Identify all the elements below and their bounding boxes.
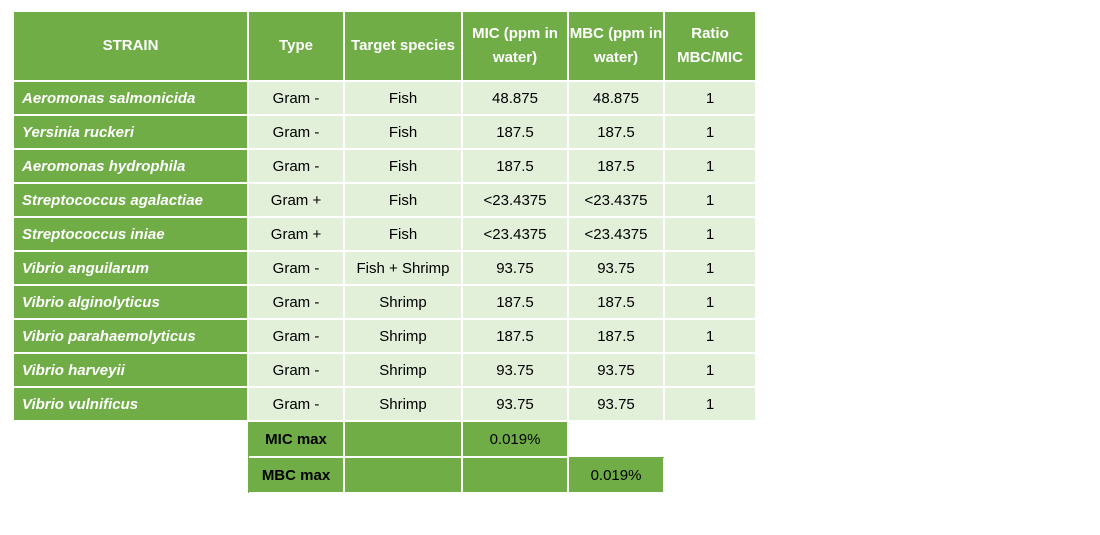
table-row: Vibrio anguilarum Gram - Fish + Shrimp 93.7… (12, 250, 757, 286)
blank-cell (664, 421, 756, 457)
mbc-cell: 187.5 (567, 318, 665, 354)
type-cell: Gram + (247, 216, 345, 252)
mic-cell: 187.5 (461, 148, 569, 184)
strain-cell: Streptococcus iniae (12, 216, 249, 252)
target-species-cell: Shrimp (343, 352, 463, 388)
ratio-cell: 1 (663, 318, 757, 354)
header-ratio: Ratio MBC/MIC (663, 10, 757, 82)
blank-cell (13, 457, 248, 493)
target-species-cell: Fish (343, 216, 463, 252)
mic-cell: 93.75 (461, 386, 569, 422)
mbc-max-value: 0.019% (567, 456, 665, 494)
target-species-cell: Shrimp (343, 386, 463, 422)
table-row: Vibrio parahaemolyticus Gram - Shrimp 187.5… (12, 318, 757, 354)
type-cell: Gram - (247, 386, 345, 422)
blank-cell (568, 421, 664, 457)
strain-cell: Vibrio harveyii (12, 352, 249, 388)
ratio-cell: 1 (663, 148, 757, 184)
mbc-cell: <23.4375 (567, 216, 665, 252)
mbc-cell: 187.5 (567, 114, 665, 150)
header-row: STRAIN Type Target species MIC (ppm in w… (12, 10, 757, 82)
mbc-max-label: MBC max (247, 456, 345, 494)
strain-cell: Yersinia ruckeri (12, 114, 249, 150)
mic-cell: <23.4375 (461, 182, 569, 218)
mbc-cell: 187.5 (567, 148, 665, 184)
mbc-cell: 93.75 (567, 250, 665, 286)
ratio-cell: 1 (663, 80, 757, 116)
mbc-cell: 93.75 (567, 386, 665, 422)
strain-cell: Aeromonas salmonicida (12, 80, 249, 116)
type-cell: Gram - (247, 114, 345, 150)
mbc-cell: 93.75 (567, 352, 665, 388)
table-row: Vibrio harveyii Gram - Shrimp 93.75 93.75 1 (12, 352, 757, 388)
target-species-cell: Fish (343, 80, 463, 116)
type-cell: Gram - (247, 250, 345, 286)
mbc-cell: 48.875 (567, 80, 665, 116)
header-mic: MIC (ppm in water) (461, 10, 569, 82)
table-row: Streptococcus agalactiae Gram + Fish <23.43… (12, 182, 757, 218)
blank-cell (664, 457, 756, 493)
ratio-cell: 1 (663, 216, 757, 252)
strain-cell: Vibrio alginolyticus (12, 284, 249, 320)
strain-cell: Streptococcus agalactiae (12, 182, 249, 218)
table-body: Aeromonas salmonicida Gram - Fish 48.875 48.… (12, 80, 757, 422)
mic-cell: 187.5 (461, 318, 569, 354)
mic-max-value: 0.019% (461, 420, 569, 458)
target-species-cell: Fish (343, 148, 463, 184)
mbc-cell: <23.4375 (567, 182, 665, 218)
target-species-cell: Fish + Shrimp (343, 250, 463, 286)
target-species-cell: Fish (343, 182, 463, 218)
type-cell: Gram + (247, 182, 345, 218)
mic-cell: 93.75 (461, 250, 569, 286)
blank-cell (13, 421, 248, 457)
ratio-cell: 1 (663, 182, 757, 218)
type-cell: Gram - (247, 318, 345, 354)
ratio-cell: 1 (663, 284, 757, 320)
blank-green-cell (343, 420, 463, 458)
strain-cell: Vibrio anguilarum (12, 250, 249, 286)
mic-max-label: MIC max (247, 420, 345, 458)
type-cell: Gram - (247, 148, 345, 184)
strain-cell: Vibrio vulnificus (12, 386, 249, 422)
target-species-cell: Fish (343, 114, 463, 150)
header-target-species: Target species (343, 10, 463, 82)
table-row: Yersinia ruckeri Gram - Fish 187.5 187.5 1 (12, 114, 757, 150)
ratio-cell: 1 (663, 114, 757, 150)
mic-cell: 93.75 (461, 352, 569, 388)
mic-cell: 187.5 (461, 114, 569, 150)
mic-cell: 187.5 (461, 284, 569, 320)
mbc-cell: 187.5 (567, 284, 665, 320)
mic-cell: <23.4375 (461, 216, 569, 252)
type-cell: Gram - (247, 352, 345, 388)
blank-green-cell (343, 456, 463, 494)
mbc-max-row: MBC max 0.019% (13, 456, 756, 494)
table-row: Vibrio vulnificus Gram - Shrimp 93.75 93.75 1 (12, 386, 757, 422)
ratio-cell: 1 (663, 386, 757, 422)
mic-max-row: MIC max 0.019% (13, 420, 756, 458)
header-type: Type (247, 10, 345, 82)
strain-cell: Aeromonas hydrophila (12, 148, 249, 184)
type-cell: Gram - (247, 284, 345, 320)
ratio-cell: 1 (663, 250, 757, 286)
mic-mbc-table: STRAIN Type Target species MIC (ppm in w… (12, 10, 757, 494)
type-cell: Gram - (247, 80, 345, 116)
blank-green-cell (461, 456, 569, 494)
mic-cell: 48.875 (461, 80, 569, 116)
header-strain: STRAIN (12, 10, 249, 82)
table-row: Aeromonas hydrophila Gram - Fish 187.5 187.5… (12, 148, 757, 184)
table-row: Streptococcus iniae Gram + Fish <23.4375 <23… (12, 216, 757, 252)
table-row: Vibrio alginolyticus Gram - Shrimp 187.5 187… (12, 284, 757, 320)
target-species-cell: Shrimp (343, 284, 463, 320)
table-row: Aeromonas salmonicida Gram - Fish 48.875 48.… (12, 80, 757, 116)
ratio-cell: 1 (663, 352, 757, 388)
header-mbc: MBC (ppm in water) (567, 10, 665, 82)
strain-cell: Vibrio parahaemolyticus (12, 318, 249, 354)
target-species-cell: Shrimp (343, 318, 463, 354)
